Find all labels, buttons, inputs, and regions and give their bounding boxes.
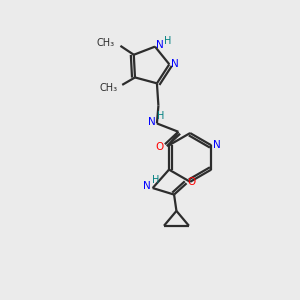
Text: H: H	[164, 36, 171, 46]
Text: O: O	[188, 177, 196, 187]
Text: H: H	[157, 111, 164, 121]
Text: N: N	[157, 40, 164, 50]
Text: N: N	[213, 140, 221, 150]
Text: CH₃: CH₃	[99, 83, 117, 93]
Text: N: N	[143, 181, 151, 191]
Text: H: H	[152, 175, 159, 185]
Text: O: O	[155, 142, 164, 152]
Text: CH₃: CH₃	[96, 38, 115, 48]
Text: N: N	[171, 59, 178, 69]
Text: N: N	[148, 117, 156, 127]
